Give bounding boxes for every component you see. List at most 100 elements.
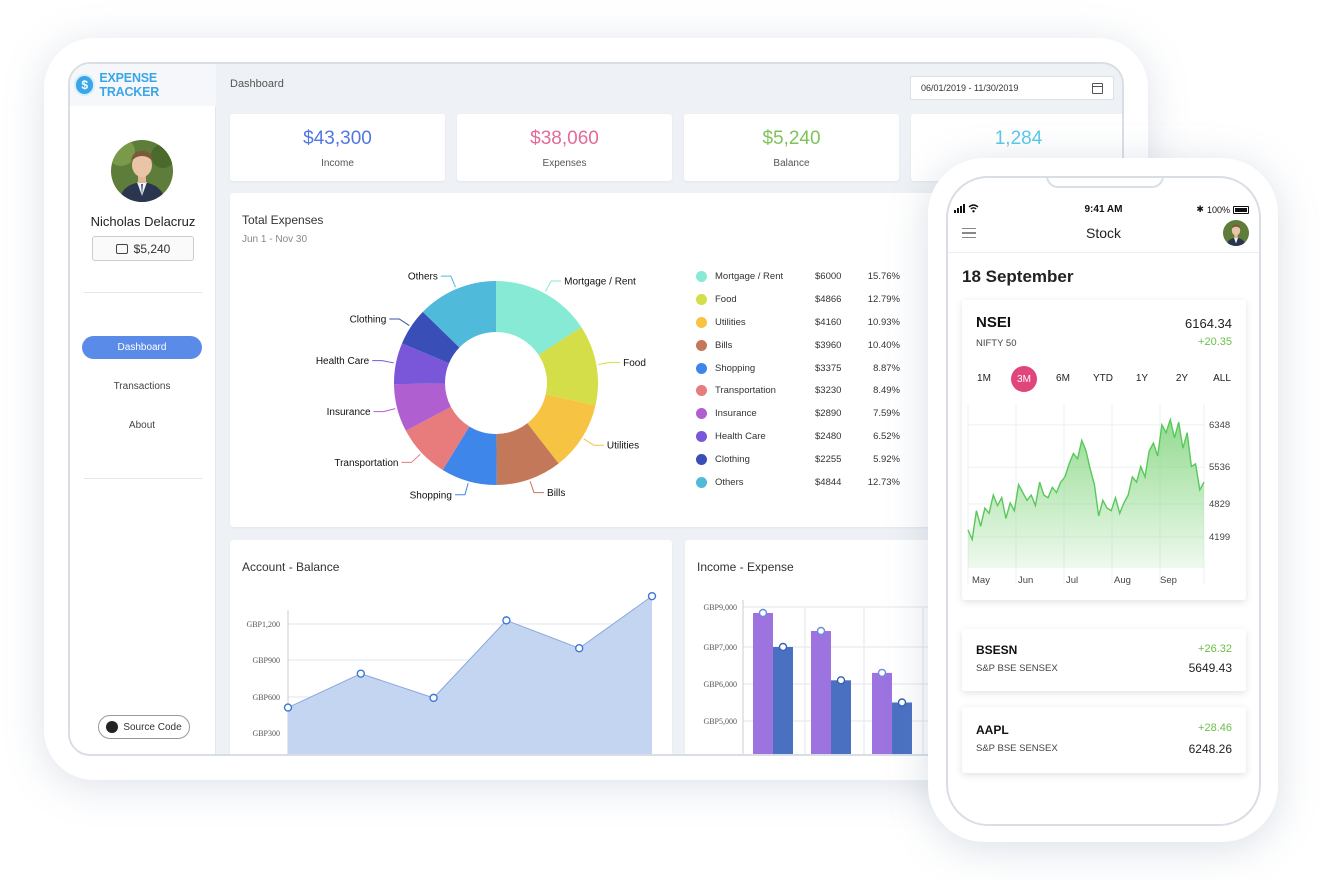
stock-name: S&P BSE SENSEX (976, 663, 1058, 674)
slice-label-transportation: Transportation (334, 458, 398, 469)
battery-icon (1233, 205, 1249, 214)
legend-amount: $3230 (815, 385, 842, 397)
balance-point (356, 669, 366, 678)
period-ytd[interactable]: YTD (1093, 372, 1113, 384)
date-range-value: 06/01/2019 - 11/30/2019 (921, 83, 1019, 93)
wallet-balance-badge: $5,240 (92, 236, 194, 261)
legend-item-utilities[interactable]: Utilities $4160 10.93% (696, 311, 916, 334)
period-3m[interactable]: 3M (1011, 366, 1037, 392)
legend-amount: $2255 (815, 454, 842, 466)
legend-item-mortgage-rent[interactable]: Mortgage / Rent $6000 15.76% (696, 265, 916, 288)
kpi-value: $38,060 (530, 128, 599, 149)
kpi-card-income: $43,300 Income (230, 114, 445, 181)
stock-area (968, 419, 1204, 568)
slice-label-food: Food (623, 358, 646, 369)
x-tick-label: Sep (1160, 575, 1177, 586)
user-avatar[interactable] (111, 140, 173, 202)
kpi-label: Income (321, 158, 354, 169)
stock-name: NIFTY 50 (976, 338, 1017, 349)
stock-name: S&P BSE SENSEX (976, 743, 1058, 754)
legend-percent: 12.73% (867, 476, 900, 488)
y-tick-label: GBP9,000 (703, 603, 737, 612)
income-expense-bar (892, 702, 912, 754)
slice-label-shopping: Shopping (410, 490, 452, 501)
divider (84, 478, 202, 479)
leader-line (389, 318, 410, 326)
balance-point (502, 616, 511, 625)
y-tick-label: GBP5,000 (703, 717, 737, 726)
legend-amount: $2890 (815, 408, 842, 420)
legend-label: Insurance (715, 408, 757, 420)
income-expense-bar (773, 647, 793, 754)
period-6m[interactable]: 6M (1056, 372, 1070, 384)
leader-line (454, 483, 469, 496)
bar-marker (758, 608, 768, 618)
legend-item-food[interactable]: Food $4866 12.79% (696, 288, 916, 311)
legend-item-bills[interactable]: Bills $3960 10.40% (696, 334, 916, 357)
expenses-legend: Mortgage / Rent $6000 15.76% Food $4866 12.79… (696, 265, 916, 494)
legend-item-others[interactable]: Others $4844 12.73% (696, 471, 916, 494)
donut-slice-insurance (394, 383, 451, 431)
user-avatar-small[interactable] (1223, 220, 1249, 246)
date-range-picker[interactable]: 06/01/2019 - 11/30/2019 (910, 76, 1114, 100)
x-tick-label: Aug (1114, 575, 1131, 586)
balance-point (575, 644, 584, 653)
brand[interactable]: $ EXPENSE TRACKER (70, 64, 216, 106)
stock-card-nsei[interactable]: NSEI NIFTY 50 6164.34 +20.35 1M 3M 6M YTD 1Y… (962, 300, 1246, 600)
kpi-card-balance: $5,240 Balance (684, 114, 899, 181)
panel-title: Account - Balance (242, 560, 340, 574)
donut-slice-utilities (527, 394, 596, 464)
legend-label: Utilities (715, 316, 746, 328)
legend-swatch (696, 385, 707, 397)
nav-item-transactions[interactable]: Transactions (113, 381, 171, 392)
legend-item-shopping[interactable]: Shopping $3375 8.87% (696, 357, 916, 380)
nav-item-dashboard[interactable]: Dashboard (82, 336, 202, 359)
period-2y[interactable]: 2Y (1175, 372, 1189, 384)
stock-card-aapl[interactable]: AAPL S&P BSE SENSEX +28.46 6248.26 (962, 707, 1246, 773)
kpi-card-expenses: $38,060 Expenses (457, 114, 672, 181)
income-expense-bar (753, 613, 773, 754)
leader-line (372, 360, 395, 364)
x-tick-label: May (972, 575, 990, 586)
income-expense-bar (831, 680, 851, 754)
y-tick-label: GBP600 (252, 693, 280, 702)
donut-slice-transportation (405, 406, 470, 470)
stock-price: 5649.43 (1188, 661, 1232, 675)
legend-label: Health Care (715, 431, 766, 443)
legend-item-health-care[interactable]: Health Care $2480 6.52% (696, 425, 916, 448)
legend-swatch (696, 408, 707, 420)
expenses-donut-chart: Mortgage / Rent Food Utilities Bills Shoppin… (316, 272, 646, 502)
account-balance-panel: Account - Balance GBP1,200 GBP900 GBP600 GB… (230, 540, 672, 754)
slice-label-others: Others (408, 272, 438, 283)
slice-label-bills: Bills (547, 488, 565, 499)
legend-percent: 8.87% (873, 362, 900, 374)
period-1y[interactable]: 1Y (1135, 372, 1149, 384)
legend-item-clothing[interactable]: Clothing $2255 5.92% (696, 448, 916, 471)
donut-slice-health-care (394, 343, 450, 385)
calendar-icon[interactable] (1092, 83, 1103, 94)
donut-slice-clothing (402, 311, 460, 364)
stock-change: +26.32 (1198, 643, 1232, 655)
legend-item-transportation[interactable]: Transportation $3230 8.49% (696, 379, 916, 402)
menu-icon[interactable] (962, 228, 976, 238)
phone-screen: 9:41 AM ✱ 100% Stock 18 September NSEI N… (946, 176, 1261, 826)
phone-notch (1046, 178, 1164, 188)
source-code-button[interactable]: Source Code (98, 715, 190, 739)
donut-slice-food (538, 327, 598, 406)
user-name: Nicholas Delacruz (90, 214, 196, 229)
slice-label-health-care: Health Care (316, 356, 370, 367)
nav-item-about[interactable]: About (128, 420, 156, 431)
stock-price: 6164.34 (1185, 316, 1232, 331)
leader-line (598, 361, 621, 366)
legend-amount: $4844 (815, 476, 842, 488)
balance-point (647, 591, 657, 601)
period-all[interactable]: ALL (1213, 372, 1231, 384)
leader-line (401, 453, 421, 463)
legend-swatch (696, 339, 707, 351)
legend-item-insurance[interactable]: Insurance $2890 7.59% (696, 402, 916, 425)
period-1m[interactable]: 1M (977, 372, 991, 384)
legend-percent: 6.52% (873, 431, 900, 443)
stock-card-bsesn[interactable]: BSESN S&P BSE SENSEX +26.32 5649.43 (962, 629, 1246, 691)
legend-percent: 7.59% (873, 408, 900, 420)
legend-amount: $6000 (815, 270, 842, 282)
